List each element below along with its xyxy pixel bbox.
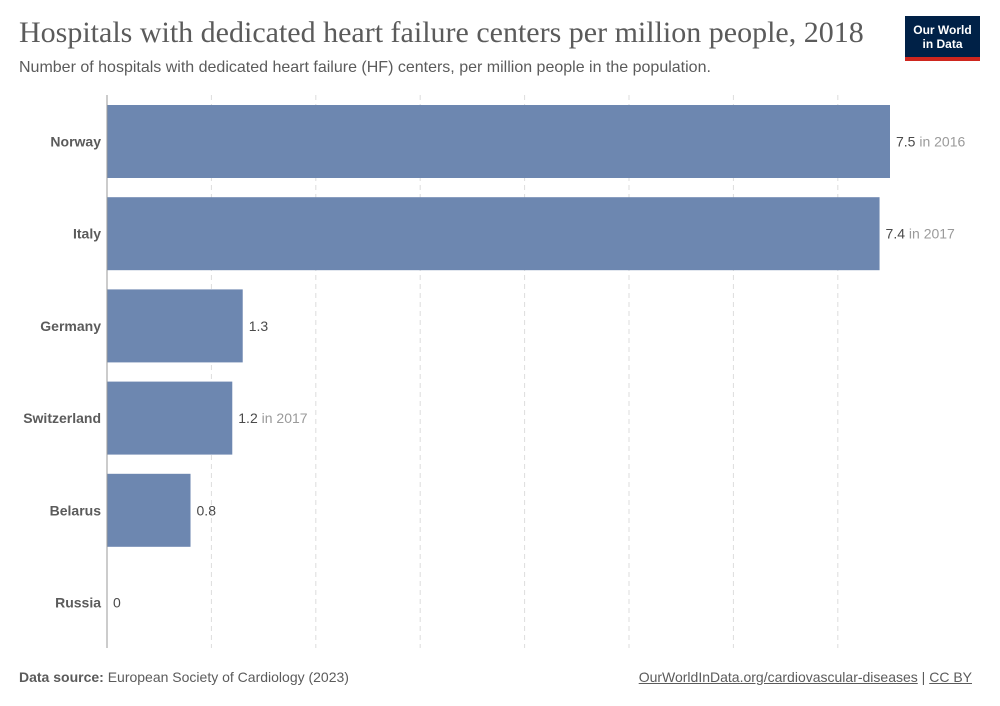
bar-norway	[107, 105, 890, 178]
bar-belarus	[107, 473, 191, 547]
bar-switzerland	[107, 381, 233, 455]
value-label-russia: 0	[113, 595, 121, 611]
value-label-belarus: 0.8	[197, 502, 217, 518]
owid-logo[interactable]: Our World in Data	[905, 16, 980, 61]
category-label-germany: Germany	[40, 318, 101, 334]
chart-title: Hospitals with dedicated heart failure c…	[19, 16, 864, 49]
logo-line-1: Our World	[913, 22, 972, 37]
footer-links: OurWorldInData.org/cardiovascular-diseas…	[639, 669, 972, 685]
bar-italy	[107, 197, 880, 271]
data-source: Data source: European Society of Cardiol…	[19, 669, 349, 685]
source-link[interactable]: OurWorldInData.org/cardiovascular-diseas…	[638, 669, 918, 685]
category-label-norway: Norway	[50, 134, 101, 150]
value-label-italy: 7.4 in 2017	[886, 226, 956, 242]
value-label-germany: 1.3	[249, 318, 269, 334]
value-label-norway: 7.5 in 2016	[896, 134, 966, 150]
category-label-switzerland: Switzerland	[23, 410, 101, 426]
data-source-text: European Society of Cardiology (2023)	[107, 669, 349, 685]
chart-subtitle: Number of hospitals with dedicated heart…	[19, 59, 711, 76]
data-source-label: Data source:	[19, 669, 104, 685]
bar-germany	[107, 289, 243, 363]
category-label-belarus: Belarus	[50, 502, 102, 518]
category-label-russia: Russia	[55, 595, 101, 611]
category-label-italy: Italy	[73, 226, 101, 242]
value-label-switzerland: 1.2 in 2017	[238, 410, 308, 426]
logo-line-2: in Data	[922, 36, 963, 51]
footer-separator: |	[921, 669, 926, 685]
license-link[interactable]: CC BY	[929, 669, 972, 685]
